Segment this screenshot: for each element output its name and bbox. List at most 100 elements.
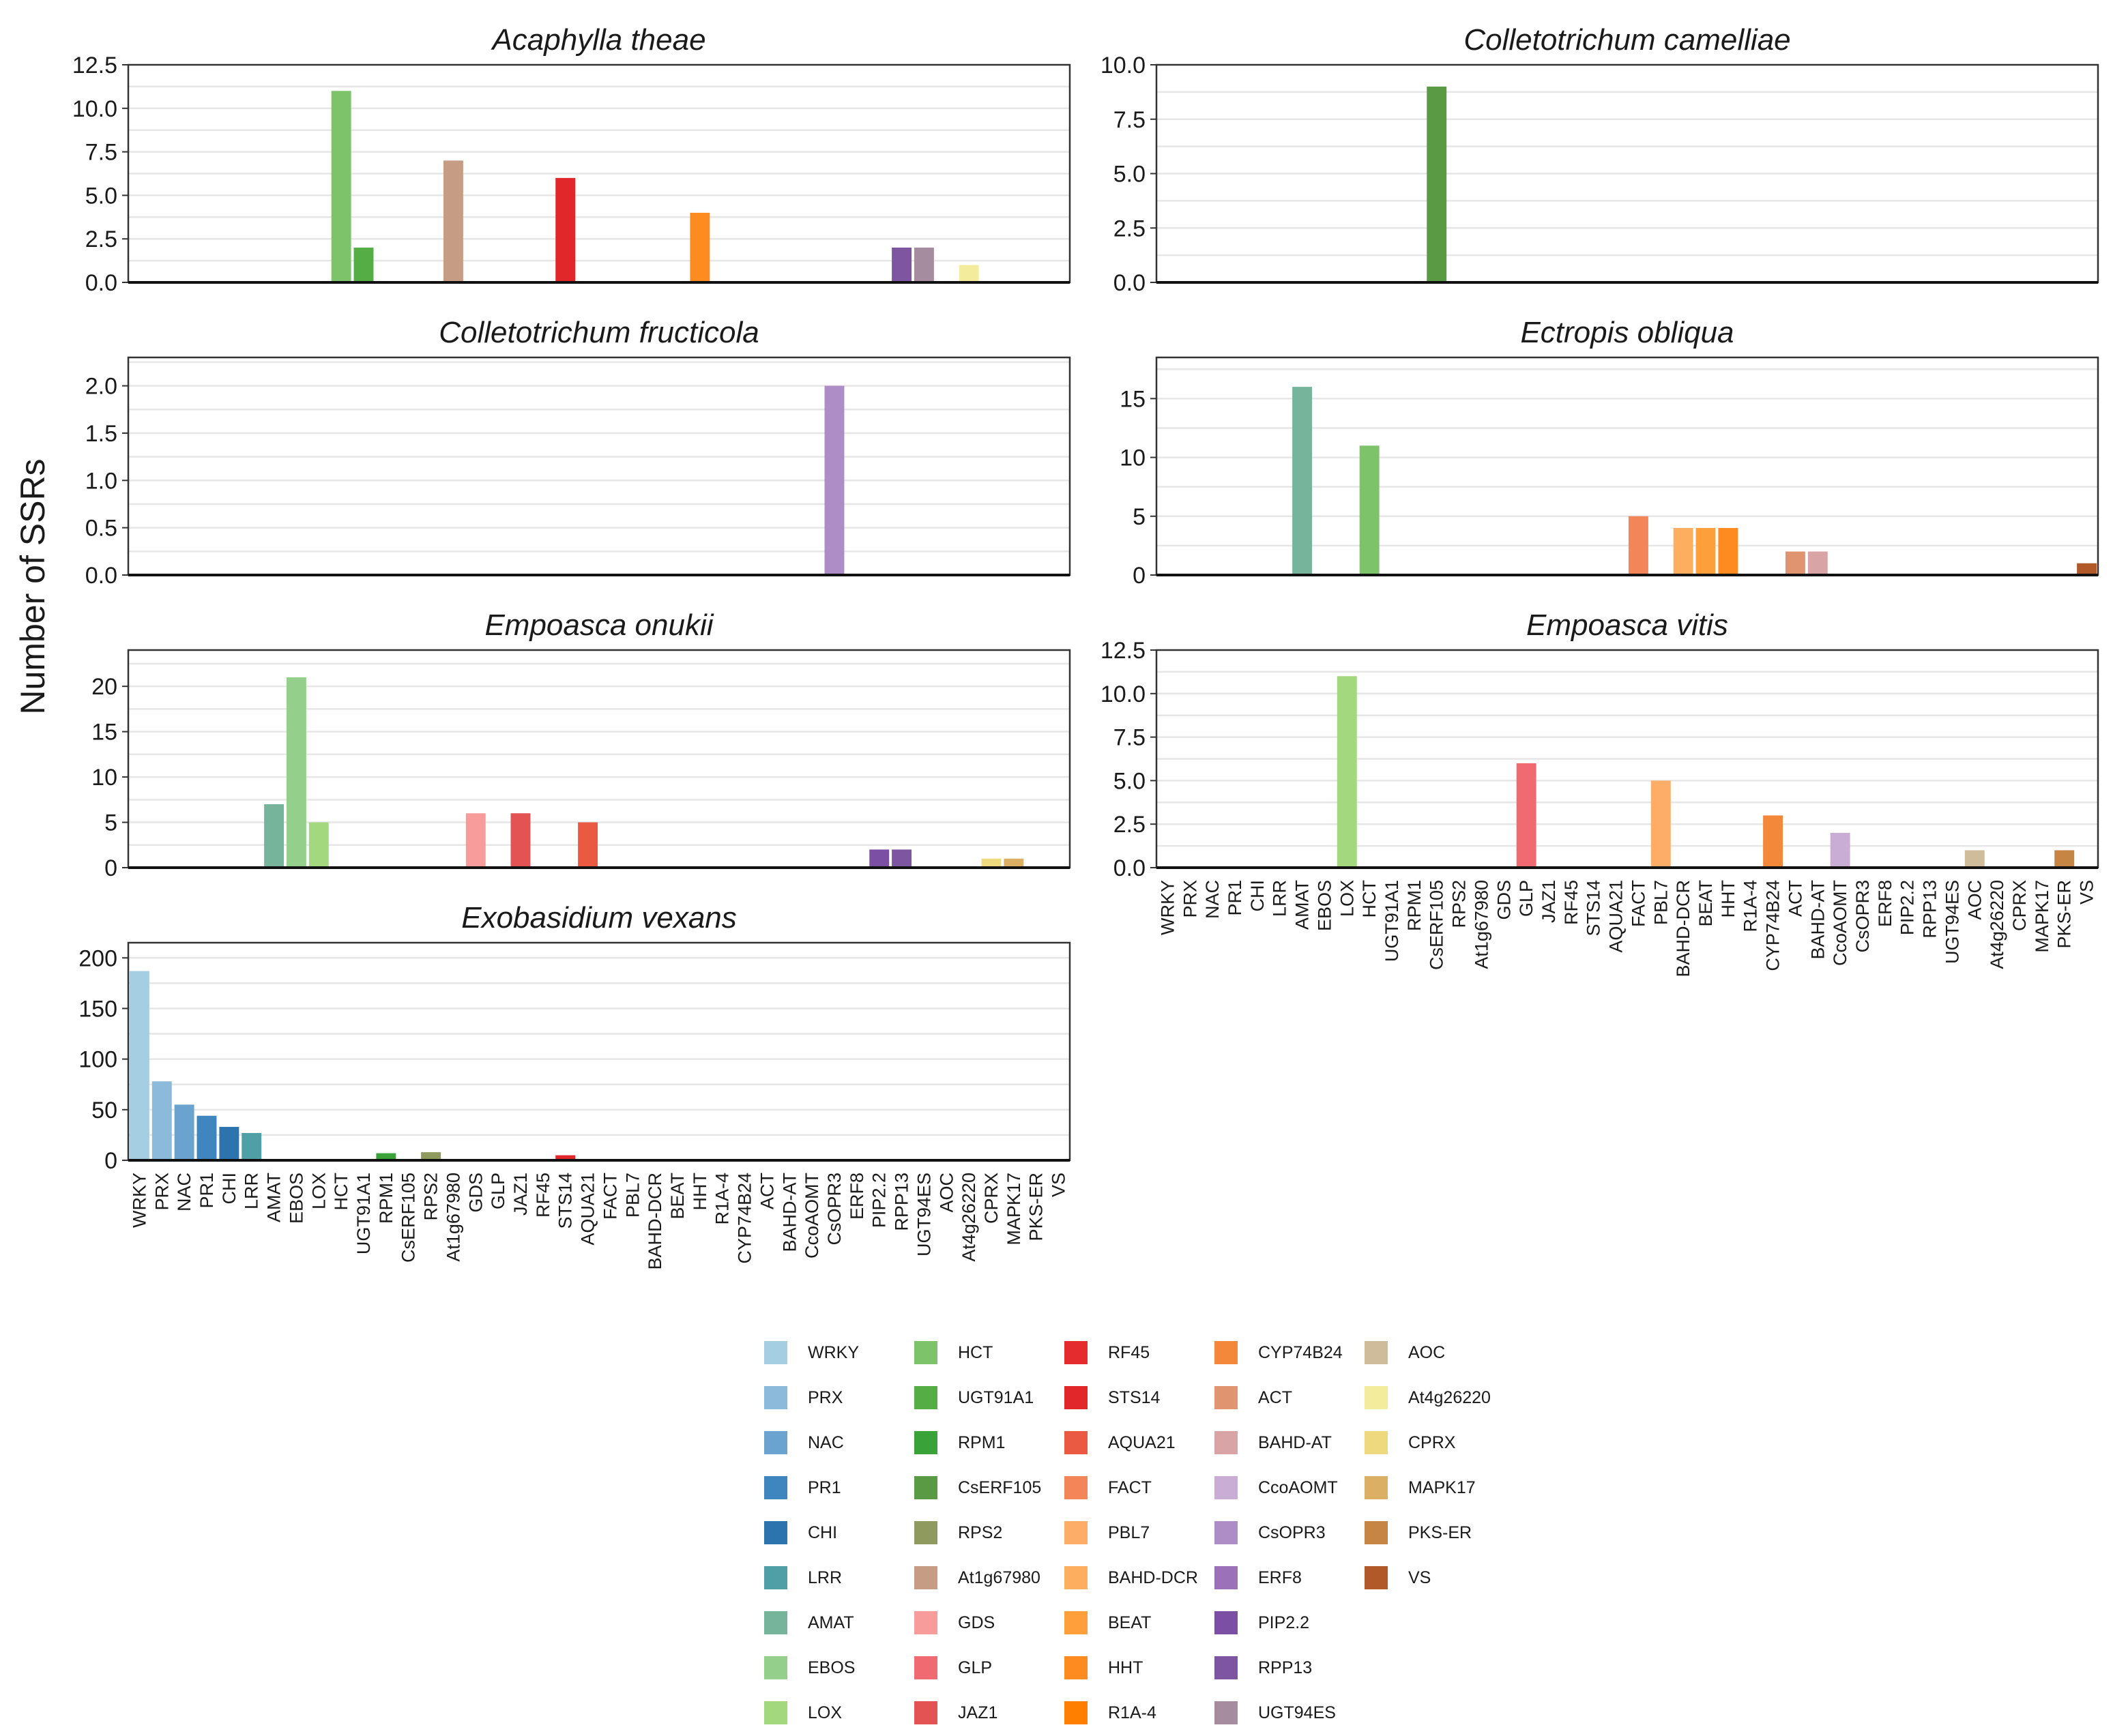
x-tick-label: NAC — [1202, 880, 1223, 919]
x-tick-label: PRX — [151, 1173, 172, 1211]
legend-swatch — [914, 1701, 937, 1724]
legend-item-nac: NAC — [764, 1420, 914, 1465]
bar-hct — [331, 91, 351, 282]
legend-item-glp: GLP — [914, 1645, 1064, 1690]
legend-label: GDS — [958, 1613, 995, 1632]
x-tick-label: At4g26220 — [1987, 880, 2007, 969]
x-tick-label: RPP13 — [892, 1173, 912, 1231]
legend-swatch — [764, 1656, 787, 1679]
legend-label: EBOS — [808, 1658, 856, 1677]
y-tick-label: 100 — [78, 1047, 117, 1073]
x-tick-label: RPM1 — [1404, 880, 1425, 931]
bar-sts14 — [555, 1155, 576, 1160]
panel-colletotrichum-camelliae: Colletotrichum camelliae 0.0 2.5 5.0 7.5 10.0 — [1101, 23, 2099, 296]
panel-title: Acaphylla theae — [490, 23, 705, 57]
x-tick-label: BAHD-AT — [779, 1173, 800, 1252]
x-tick-label: CsOPR3 — [824, 1173, 845, 1246]
legend-swatch — [1214, 1611, 1238, 1634]
legend-label: RPP13 — [1258, 1658, 1313, 1677]
legend-label: BEAT — [1108, 1613, 1152, 1632]
panel-title: Empoasca onukii — [484, 608, 714, 642]
bar-cprx — [981, 858, 1002, 868]
x-tick-label: LOX — [1337, 880, 1357, 917]
x-tick-label: CsERF105 — [398, 1173, 419, 1263]
x-tick-label: BEAT — [667, 1173, 688, 1220]
x-tick-label: AMAT — [264, 1173, 285, 1222]
x-tick-label: R1A-4 — [1740, 880, 1761, 932]
x-tick-label: RPS2 — [1449, 880, 1470, 928]
legend-item-act: ACT — [1214, 1375, 1365, 1420]
x-tick-label: LRR — [1270, 880, 1290, 917]
x-tick-label: STS14 — [1584, 880, 1604, 937]
bar-at4g26220 — [959, 265, 979, 282]
legend-swatch — [1214, 1566, 1238, 1589]
legend-item-hct: HCT — [914, 1330, 1064, 1375]
y-tick-label: 10 — [91, 765, 117, 791]
x-tick-label: BAHD-DCR — [645, 1173, 665, 1270]
legend-item-bahd-dcr: BAHD-DCR — [1064, 1555, 1214, 1600]
legend-swatch — [764, 1611, 787, 1634]
y-tick-label: 0 — [1133, 563, 1146, 589]
x-tick-label: CHI — [1247, 880, 1268, 912]
legend-swatch — [914, 1386, 937, 1409]
x-tick-label: HCT — [1359, 880, 1380, 918]
x-tick-label: RF45 — [1561, 880, 1582, 925]
y-tick-label: 200 — [78, 945, 117, 971]
legend-item-cyp74b24: CYP74B24 — [1214, 1330, 1365, 1375]
legend-swatch — [1064, 1656, 1088, 1679]
legend-item-hht: HHT — [1064, 1645, 1214, 1690]
legend-label: BAHD-AT — [1258, 1432, 1332, 1452]
bar-lrr — [242, 1132, 262, 1160]
x-tick-label: AQUA21 — [1606, 880, 1627, 953]
x-tick-label: CsERF105 — [1427, 880, 1447, 970]
legend-swatch — [1214, 1701, 1238, 1724]
legend-swatch — [1064, 1521, 1088, 1544]
bar-at1g67980 — [443, 160, 463, 282]
legend-label: UGT91A1 — [958, 1387, 1034, 1407]
bar-aqua21 — [578, 822, 598, 868]
legend-swatch — [764, 1521, 787, 1544]
bar-rps2 — [421, 1152, 441, 1160]
legend-item-gds: GDS — [914, 1600, 1064, 1645]
x-tick-label: CYP74B24 — [735, 1173, 755, 1264]
x-tick-label: GDS — [1493, 880, 1514, 920]
legend-label: VS — [1408, 1568, 1431, 1587]
legend-item-rpm1: RPM1 — [914, 1420, 1064, 1465]
panel-colletotrichum-fructicola: Colletotrichum fructicola 0.0 0.5 1.0 1.5 2.0 — [85, 316, 1071, 589]
x-tick-label: BAHD-DCR — [1673, 880, 1693, 977]
bar-amat — [264, 804, 285, 868]
x-tick-label: WRKY — [1157, 880, 1178, 935]
x-tick-label: At4g26220 — [959, 1173, 979, 1262]
y-tick-label: 1.0 — [85, 468, 117, 494]
y-tick-label: 150 — [78, 996, 117, 1022]
legend-item-aoc: AOC — [1365, 1330, 1515, 1375]
bar-hct — [1359, 445, 1380, 575]
x-tick-label: CPRX — [981, 1173, 1002, 1224]
y-tick-label: 10.0 — [1101, 53, 1146, 78]
x-tick-label: PBL7 — [1650, 880, 1671, 925]
legend-item-at1g67980: At1g67980 — [914, 1555, 1064, 1600]
bar-ugt91a1 — [353, 247, 374, 282]
bar-csopr3 — [824, 385, 845, 575]
panel-title: Colletotrichum camelliae — [1463, 23, 1790, 57]
x-tick-label: PIP2.2 — [1897, 880, 1918, 935]
bar-jaz1 — [510, 813, 531, 868]
x-tick-label: PR1 — [196, 1173, 217, 1209]
x-tick-label: CHI — [219, 1173, 239, 1205]
x-tick-label: FACT — [600, 1173, 620, 1220]
legend-swatch — [1365, 1566, 1388, 1589]
bar-ccoaomt — [1830, 832, 1850, 868]
legend-swatch — [1064, 1386, 1088, 1409]
panel-title: Ectropis obliqua — [1520, 316, 1734, 349]
bar-pr1 — [196, 1115, 217, 1160]
legend-label: At4g26220 — [1408, 1387, 1491, 1407]
bar-pip2-2 — [869, 849, 890, 868]
legend-item-sts14: STS14 — [1064, 1375, 1214, 1420]
legend-item-ebos: EBOS — [764, 1645, 914, 1690]
x-tick-label: HHT — [1718, 880, 1738, 918]
bar-amat — [1292, 387, 1313, 575]
x-tick-label: ERF8 — [847, 1173, 867, 1220]
bar-aoc — [1964, 850, 1985, 868]
legend-label: STS14 — [1108, 1387, 1161, 1407]
